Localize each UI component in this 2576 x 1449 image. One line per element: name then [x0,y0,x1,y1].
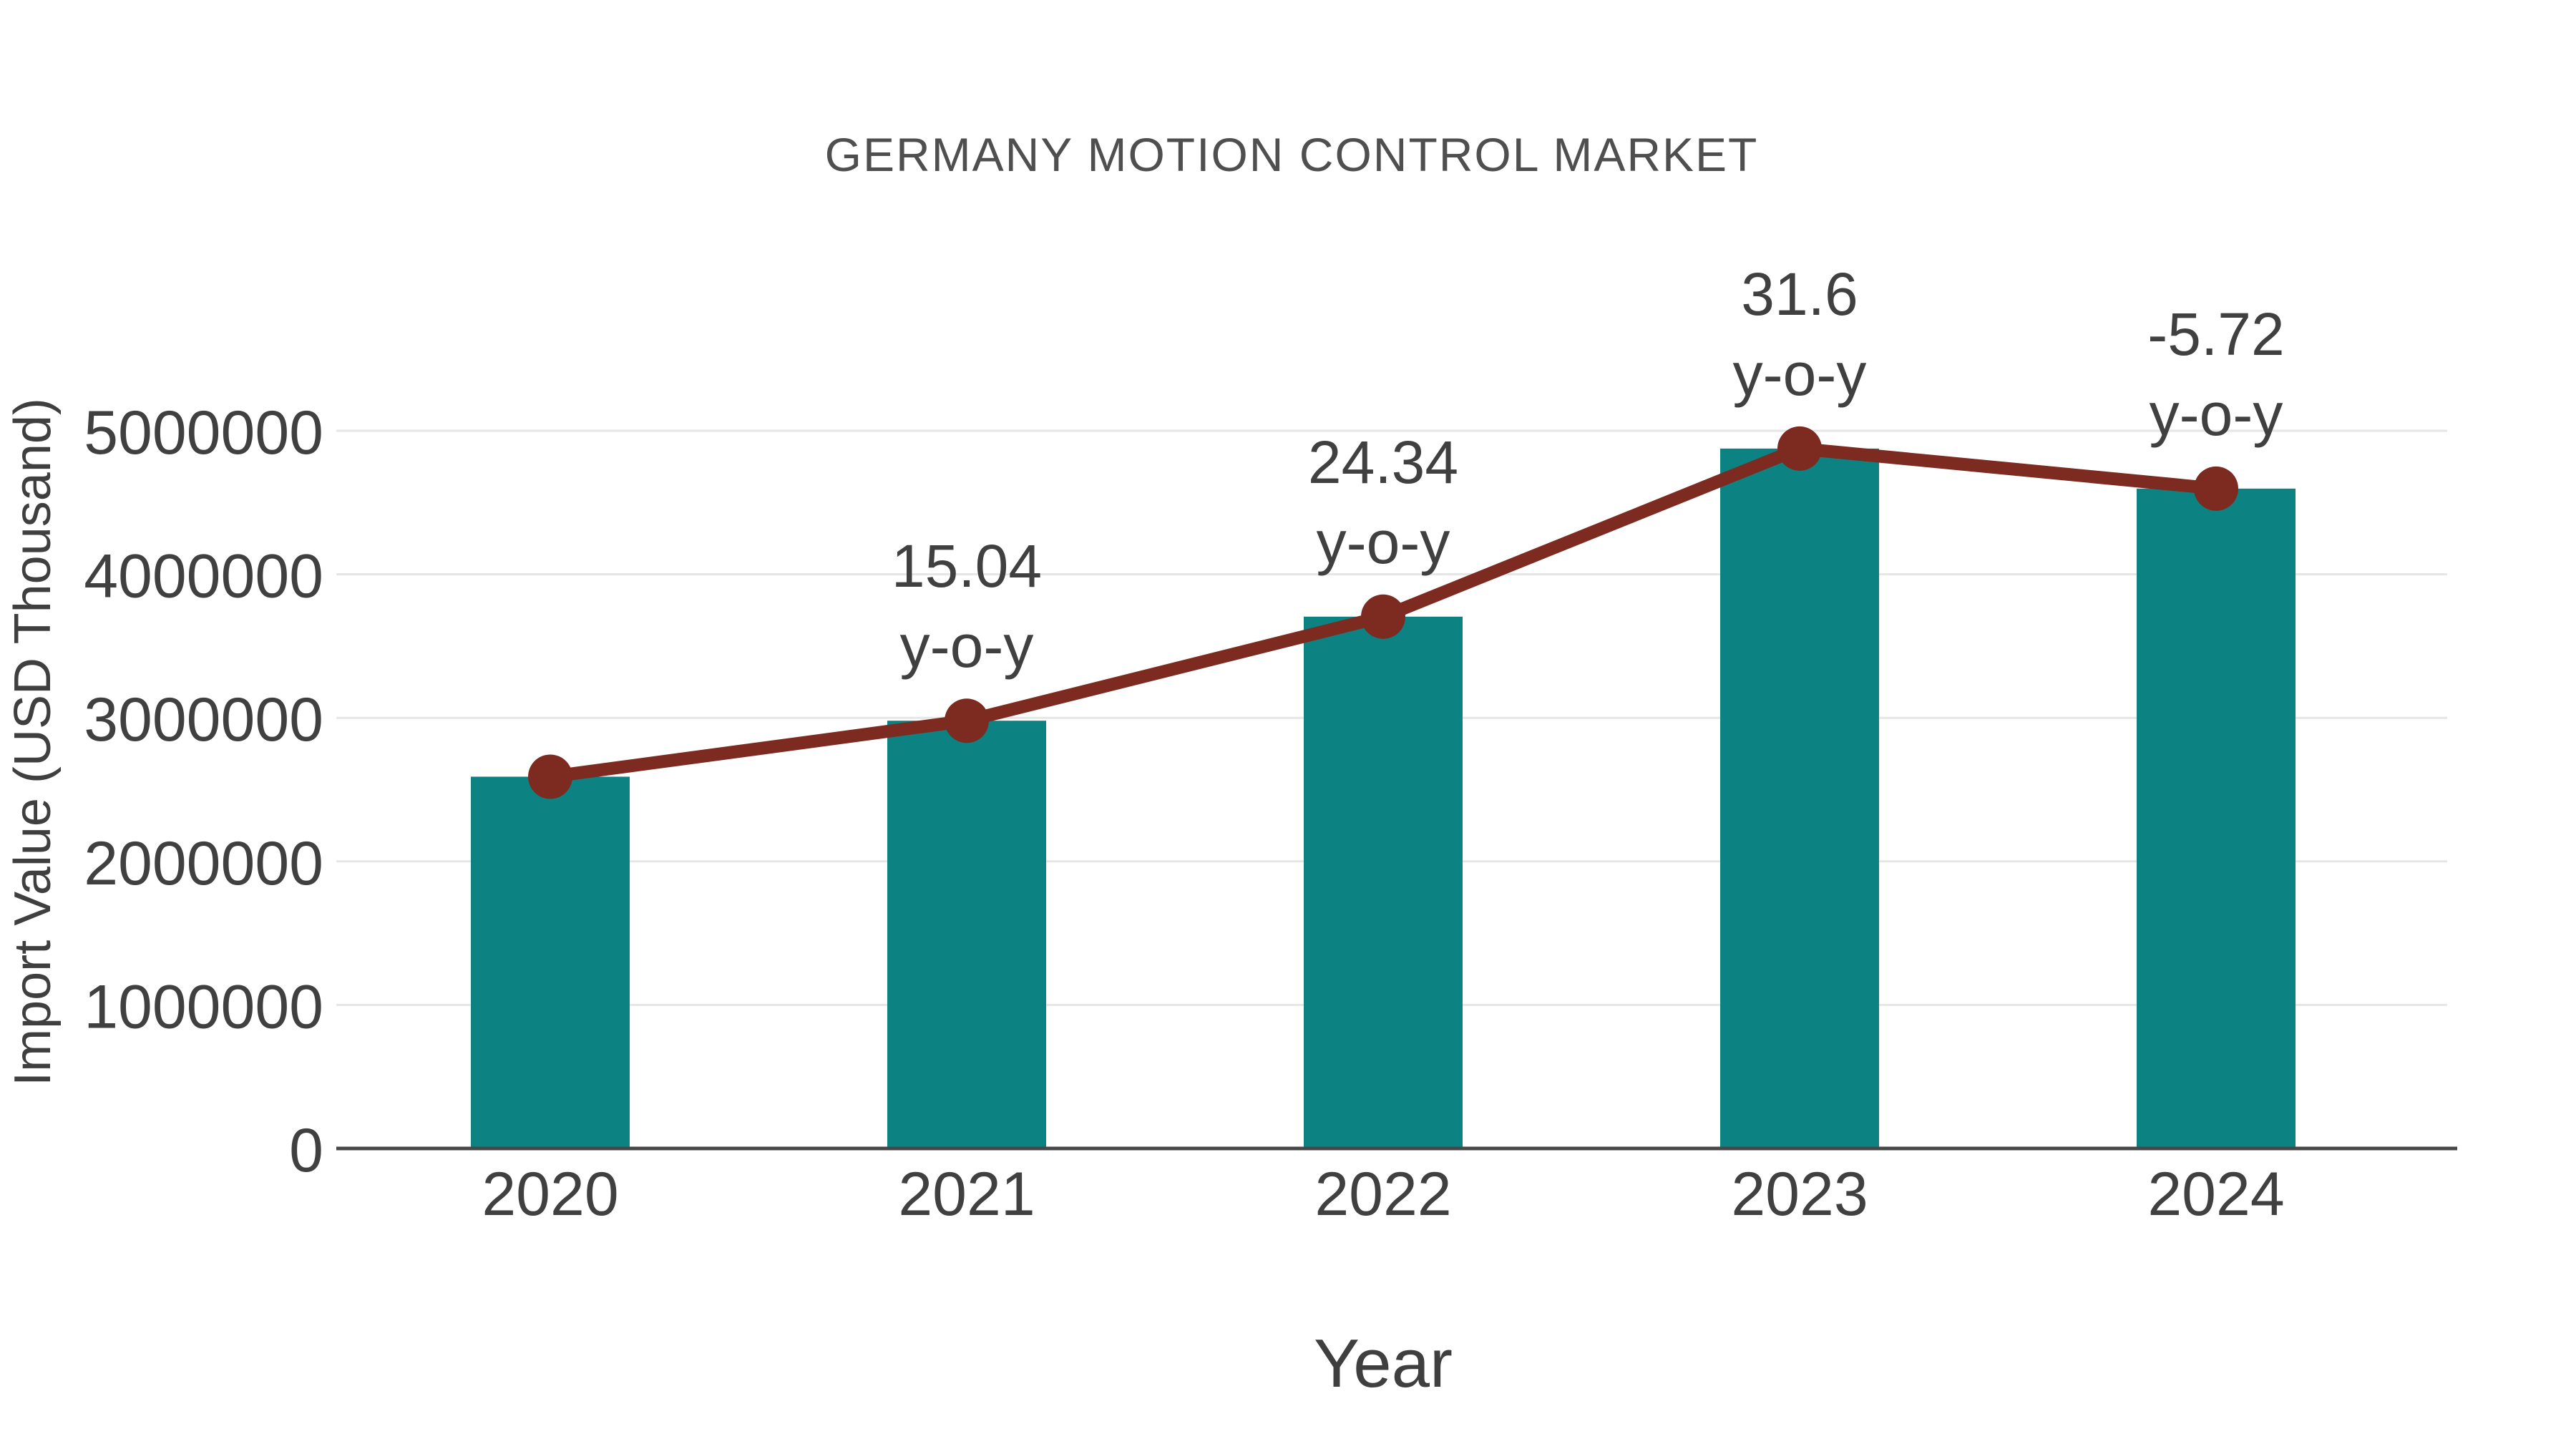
x-tick-label-2020: 2020 [482,1160,618,1229]
y-tick-label-5000000: 5000000 [84,399,323,467]
yoy-suffix-label-2024: y-o-y [2150,381,2283,448]
data-point-2020 [528,754,572,799]
yoy-value-label-2022: 24.34 [1308,429,1458,496]
data-point-2021 [945,698,989,743]
yoy-value-label-2023: 31.6 [1741,260,1858,328]
y-tick-label-1000000: 1000000 [84,972,323,1041]
bar-2021 [887,721,1046,1148]
x-tick-label-2024: 2024 [2147,1160,2284,1229]
x-tick-label-2022: 2022 [1314,1160,1451,1229]
y-axis-title: Import Value (USD Thousand) [4,398,62,1086]
y-tick-label-0: 0 [289,1116,323,1185]
y-tick-label-4000000: 4000000 [84,542,323,611]
yoy-suffix-label-2022: y-o-y [1317,509,1450,576]
yoy-value-label-2024: -5.72 [2147,301,2284,368]
chart-title: GERMANY MOTION CONTROL MARKET [824,128,1759,181]
x-tick-label-2021: 2021 [898,1160,1035,1229]
yoy-value-label-2021: 15.04 [892,532,1042,600]
bar-2020 [471,776,630,1148]
bar-2022 [1304,616,1463,1148]
y-tick-label-2000000: 2000000 [84,829,323,898]
bar-2023 [1720,448,1879,1148]
data-point-2024 [2194,466,2238,511]
yoy-suffix-label-2021: y-o-y [900,613,1034,680]
yoy-suffix-label-2023: y-o-y [1733,341,1867,408]
x-axis-title: Year [1314,1325,1453,1402]
bar-2024 [2137,488,2296,1148]
x-tick-label-2023: 2023 [1731,1160,1868,1229]
data-point-2023 [1777,426,1822,471]
y-tick-label-3000000: 3000000 [84,686,323,754]
data-point-2022 [1361,594,1405,639]
